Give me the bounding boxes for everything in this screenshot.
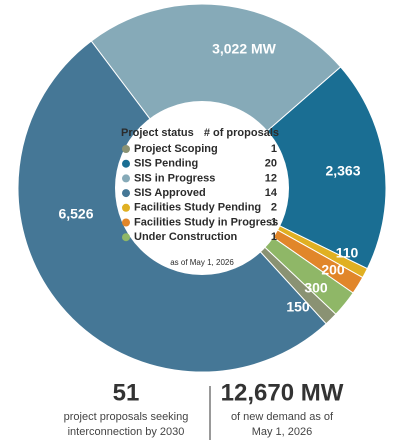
proposals-text: project proposals seeking (64, 411, 189, 423)
value-label: 300 (304, 280, 328, 296)
value-label: 150 (286, 299, 310, 315)
proposal-count: 12 (265, 172, 277, 184)
legend-swatch (122, 218, 130, 227)
proposals-text: interconnection by 2030 (68, 426, 185, 438)
legend-label: SIS in Progress (134, 172, 215, 184)
proposal-count: 14 (265, 187, 278, 199)
demand-text: of new demand as of (231, 411, 334, 423)
legend-swatch (122, 189, 130, 198)
proposals-total: 51 (113, 379, 140, 406)
proposal-count: 2 (271, 202, 277, 214)
value-label: 110 (336, 245, 359, 261)
legend-swatch (122, 233, 130, 242)
legend-label: Facilities Study Pending (134, 202, 261, 214)
legend-label: SIS Pending (134, 158, 198, 170)
legend-swatch (122, 145, 130, 153)
demand-total: 12,670 MW (221, 379, 344, 406)
value-label: 2,363 (325, 163, 360, 179)
donut (17, 3, 387, 373)
value-label: 3,022 MW (212, 41, 277, 57)
value-label: 6,526 (58, 206, 93, 222)
proposal-count: 20 (265, 158, 277, 170)
proposal-count: 1 (271, 143, 277, 155)
legend-label: Under Construction (134, 231, 238, 243)
legend-swatch (122, 159, 130, 168)
legend-label: Project Scoping (134, 143, 218, 155)
legend-label: Facilities Study in Progress (134, 216, 278, 228)
legend-label: SIS Approved (134, 187, 206, 199)
legend-swatch (122, 174, 130, 183)
proposal-count: 1 (271, 231, 277, 243)
legend-title: Project status (121, 127, 194, 139)
donut-hole (115, 101, 289, 275)
value-label: 200 (321, 262, 345, 278)
legend-count-header: # of proposals (204, 127, 279, 139)
proposal-count: 1 (271, 216, 277, 228)
legend-swatch (122, 203, 130, 212)
note: as of May 1, 2026 (170, 258, 234, 267)
demand-text: May 1, 2026 (252, 426, 313, 438)
